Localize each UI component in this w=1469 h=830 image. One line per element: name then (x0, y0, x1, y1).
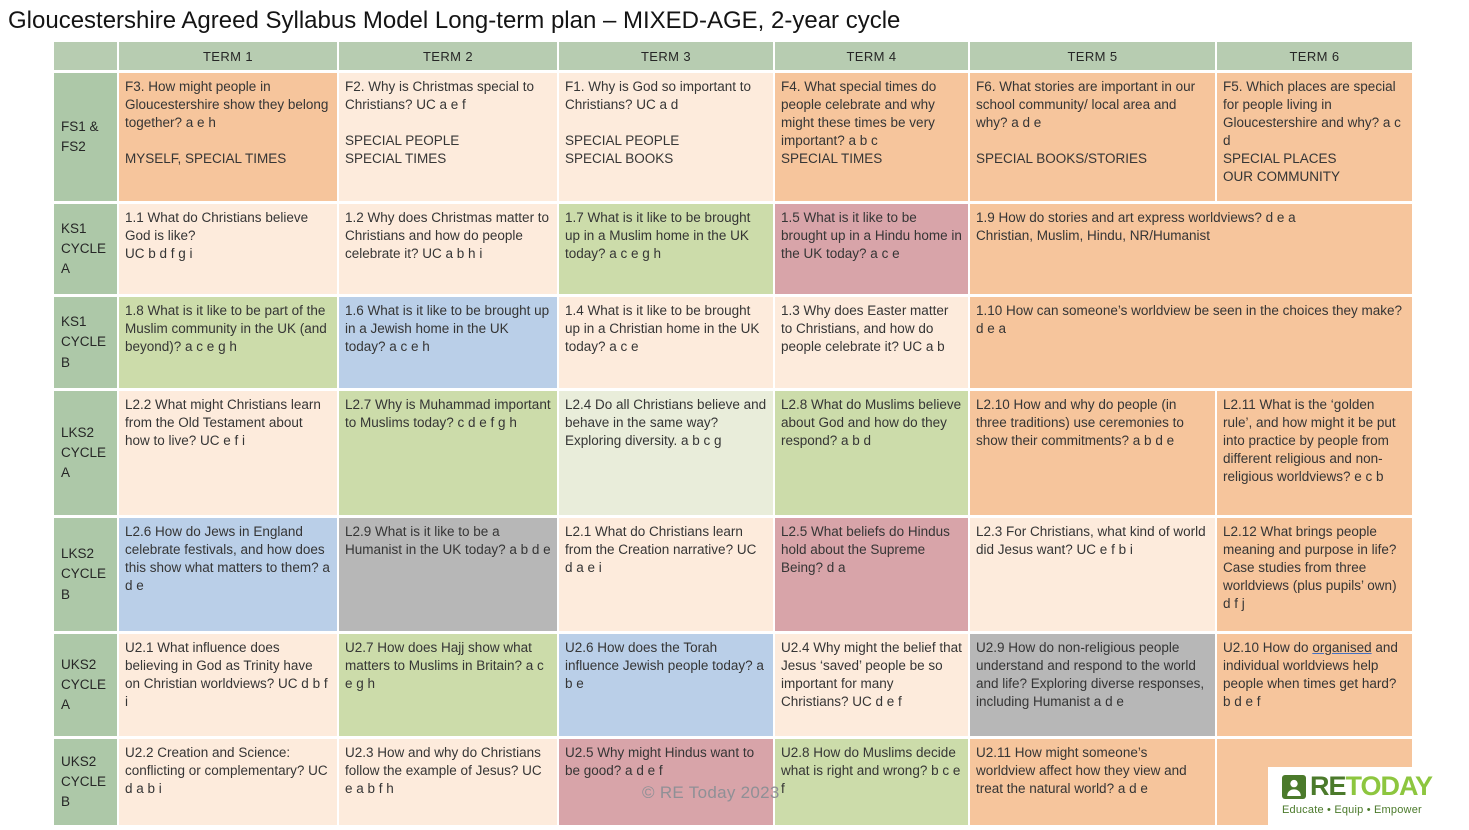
plan-cell: 1.10 How can someone’s worldview be seen… (970, 297, 1412, 388)
plan-cell: L2.3 For Christians, what kind of world … (970, 518, 1215, 631)
plan-cell: 1.3 Why does Easter matter to Christians… (775, 297, 968, 388)
plan-cell: F3. How might people in Gloucestershire … (119, 73, 337, 201)
plan-cell: F6. What stories are important in our sc… (970, 73, 1215, 201)
retoday-person-icon (1282, 774, 1306, 799)
row-header: FS1 & FS2 (54, 73, 117, 201)
plan-cell: L2.1 What do Christians learn from the C… (559, 518, 773, 631)
plan-cell: 1.9 How do stories and art express world… (970, 204, 1412, 294)
term-header: TERM 5 (970, 42, 1215, 70)
term-header-row: TERM 1 TERM 2 TERM 3 TERM 4 TERM 5 TERM 6 (54, 42, 1412, 70)
plan-cell: L2.11 What is the ‘golden rule’, and how… (1217, 391, 1412, 515)
row-header: KS1 CYCLE B (54, 297, 117, 388)
plan-cell: L2.6 How do Jews in England celebrate fe… (119, 518, 337, 631)
plan-cell: L2.7 Why is Muhammad important to Muslim… (339, 391, 557, 515)
term-header: TERM 6 (1217, 42, 1412, 70)
row-header: UKS2 CYCLE A (54, 634, 117, 736)
plan-cell: 1.6 What is it like to be brought up in … (339, 297, 557, 388)
plan-row: UKS2 CYCLE A U2.1 What influence does bel… (54, 634, 1412, 736)
plan-row: LKS2 CYCLE B L2.6 How do Jews in England … (54, 518, 1412, 631)
plan-cell: L2.5 What beliefs do Hindus hold about t… (775, 518, 968, 631)
copyright-watermark: © RE Today 2023 (642, 783, 780, 802)
plan-cell: U2.11 How might someone’s worldview affe… (970, 739, 1215, 825)
row-header: UKS2 CYCLE B (54, 739, 117, 825)
corner-cell (54, 42, 117, 70)
logo-text-today: TODAY (1345, 771, 1434, 801)
plan-cell: U2.3 How and why do Christians follow th… (339, 739, 557, 825)
plan-cell: L2.10 How and why do people (in three tr… (970, 391, 1215, 515)
page-title: Gloucestershire Agreed Syllabus Model Lo… (8, 7, 901, 34)
plan-cell: L2.9 What is it like to be a Humanist in… (339, 518, 557, 631)
plan-cell: L2.8 What do Muslims believe about God a… (775, 391, 968, 515)
logo-text-re: RE (1310, 771, 1347, 801)
plan-cell: U2.5 Why might Hindus want to be good? a… (559, 739, 773, 825)
plan-cell: L2.12 What brings people meaning and pur… (1217, 518, 1412, 631)
plan-cell: U2.6 How does the Torah influence Jewish… (559, 634, 773, 736)
plan-row: FS1 & FS2 F3. How might people in Glouces… (54, 73, 1412, 201)
plan-cell: 1.2 Why does Christmas matter to Christi… (339, 204, 557, 294)
plan-cell: U2.1 What influence does believing in Go… (119, 634, 337, 736)
plan-cell: 1.5 What is it like to be brought up in … (775, 204, 968, 294)
term-header: TERM 4 (775, 42, 968, 70)
plan-cell: L2.2 What might Christians learn from th… (119, 391, 337, 515)
plan-cell: F5. Which places are special for people … (1217, 73, 1412, 201)
plan-row: KS1 CYCLE A 1.1 What do Christians believ… (54, 204, 1412, 294)
plan-cell: 1.1 What do Christians believe God is li… (119, 204, 337, 294)
logo-tagline: Educate • Equip • Empower (1282, 804, 1422, 816)
plan-row: LKS2 CYCLE A L2.2 What might Christians l… (54, 391, 1412, 515)
plan-row: UKS2 CYCLE B U2.2 Creation and Science: c… (54, 739, 1412, 825)
plan-cell: U2.8 How do Muslims decide what is right… (775, 739, 968, 825)
plan-cell: U2.9 How do non-religious people underst… (970, 634, 1215, 736)
plan-cell: 1.4 What is it like to be brought up in … (559, 297, 773, 388)
plan-cell: F1. Why is God so important to Christian… (559, 73, 773, 201)
long-term-plan-table: TERM 1 TERM 2 TERM 3 TERM 4 TERM 5 TERM 6 FS1… (52, 39, 1414, 828)
plan-cell: F2. Why is Christmas special to Christia… (339, 73, 557, 201)
row-header: LKS2 CYCLE B (54, 518, 117, 631)
retoday-logo: RETODAY Educate • Equip • Empower (1268, 767, 1464, 826)
plan-cell: U2.10 How do organised and individual wo… (1217, 634, 1412, 736)
plan-cell: 1.8 What is it like to be part of the Mu… (119, 297, 337, 388)
row-header: LKS2 CYCLE A (54, 391, 117, 515)
plan-row: KS1 CYCLE B 1.8 What is it like to be par… (54, 297, 1412, 388)
term-header: TERM 1 (119, 42, 337, 70)
row-header: KS1 CYCLE A (54, 204, 117, 294)
plan-cell: U2.7 How does Hajj show what matters to … (339, 634, 557, 736)
term-header: TERM 3 (559, 42, 773, 70)
plan-cell: L2.4 Do all Christians believe and behav… (559, 391, 773, 515)
plan-cell: 1.7 What is it like to be brought up in … (559, 204, 773, 294)
plan-cell: U2.2 Creation and Science: conflicting o… (119, 739, 337, 825)
plan-cell: U2.4 Why might the belief that Jesus ‘sa… (775, 634, 968, 736)
term-header: TERM 2 (339, 42, 557, 70)
plan-cell: F4. What special times do people celebra… (775, 73, 968, 201)
